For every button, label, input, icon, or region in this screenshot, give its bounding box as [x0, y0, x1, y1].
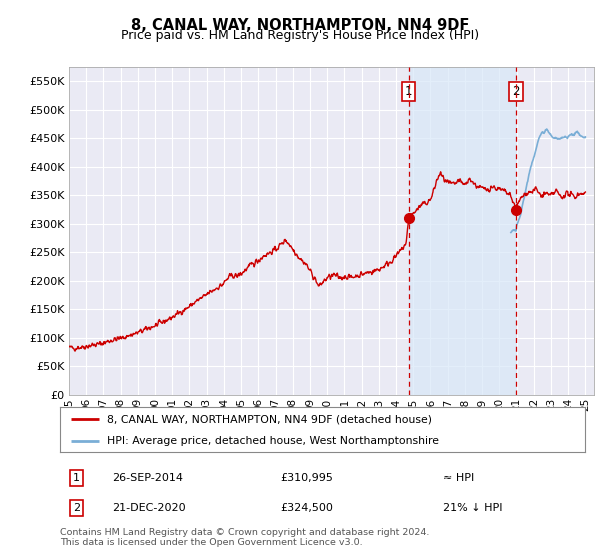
Text: £310,995: £310,995 [281, 473, 334, 483]
Text: 26-SEP-2014: 26-SEP-2014 [113, 473, 184, 483]
Text: 8, CANAL WAY, NORTHAMPTON, NN4 9DF (detached house): 8, CANAL WAY, NORTHAMPTON, NN4 9DF (deta… [107, 414, 432, 424]
Text: ≈ HPI: ≈ HPI [443, 473, 475, 483]
Text: 8, CANAL WAY, NORTHAMPTON, NN4 9DF: 8, CANAL WAY, NORTHAMPTON, NN4 9DF [131, 18, 469, 33]
Bar [409, 67, 516, 395]
Text: 2: 2 [512, 85, 520, 98]
Text: Contains HM Land Registry data © Crown copyright and database right 2024.
This d: Contains HM Land Registry data © Crown c… [60, 528, 430, 547]
Text: 2: 2 [73, 503, 80, 514]
Text: 21% ↓ HPI: 21% ↓ HPI [443, 503, 503, 514]
Text: Price paid vs. HM Land Registry's House Price Index (HPI): Price paid vs. HM Land Registry's House … [121, 29, 479, 42]
Text: £324,500: £324,500 [281, 503, 334, 514]
Text: HPI: Average price, detached house, West Northamptonshire: HPI: Average price, detached house, West… [107, 436, 439, 446]
Text: 1: 1 [73, 473, 80, 483]
Text: 1: 1 [405, 85, 413, 98]
Text: 21-DEC-2020: 21-DEC-2020 [113, 503, 186, 514]
